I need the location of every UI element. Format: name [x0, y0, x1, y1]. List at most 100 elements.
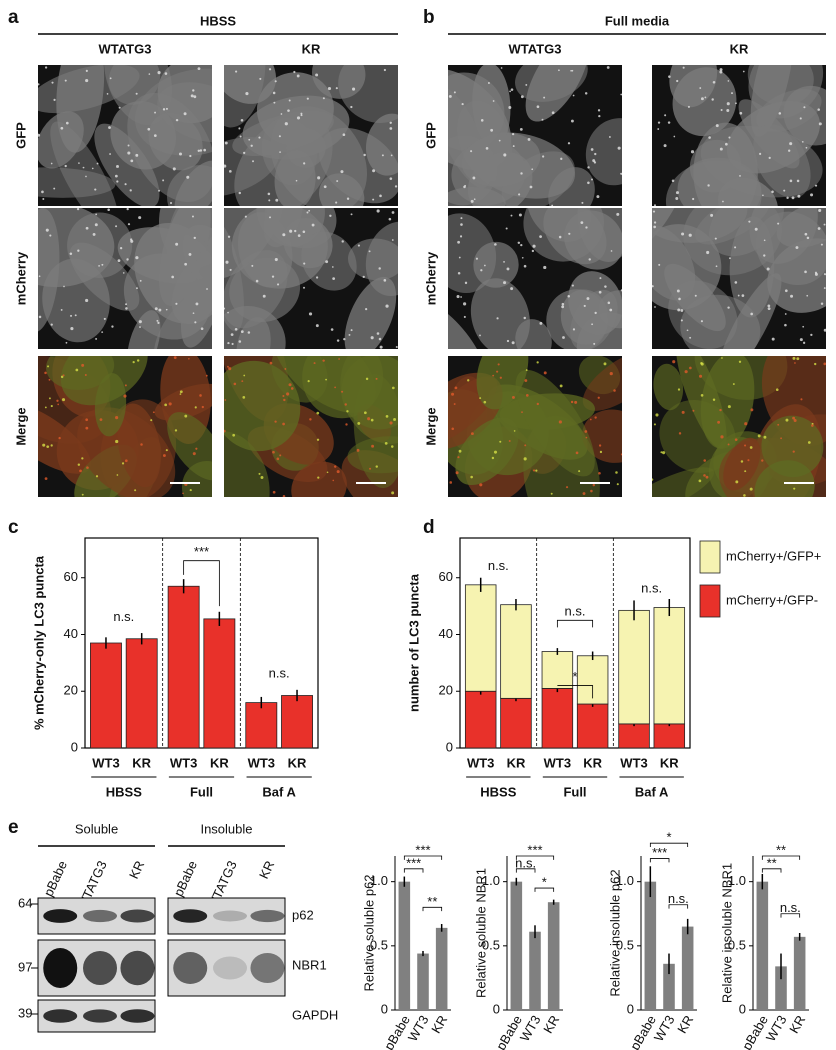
cell — [523, 208, 604, 262]
puncta — [303, 286, 306, 289]
puncta — [451, 392, 455, 396]
plot-frame — [459, 537, 691, 749]
bar-segment — [464, 690, 497, 749]
blot-band — [120, 950, 155, 986]
puncta — [293, 70, 296, 74]
puncta — [341, 390, 344, 393]
puncta — [511, 341, 515, 345]
cell — [470, 278, 530, 349]
puncta — [272, 91, 276, 95]
cell — [568, 271, 622, 336]
puncta — [558, 420, 562, 424]
puncta — [654, 306, 656, 308]
blot-band — [213, 956, 248, 980]
significance-label: *** — [527, 842, 542, 857]
cell — [104, 65, 172, 126]
puncta — [139, 279, 142, 282]
cell — [476, 356, 529, 410]
puncta — [796, 357, 800, 361]
puncta — [138, 320, 142, 324]
puncta — [480, 119, 484, 122]
puncta — [700, 394, 704, 397]
puncta — [823, 273, 826, 276]
puncta — [497, 363, 500, 366]
row-label: Merge — [13, 407, 28, 445]
puncta — [574, 400, 578, 404]
lane-label: pBabe — [171, 858, 200, 898]
group-label: Baf A — [262, 784, 296, 799]
puncta — [500, 67, 503, 69]
puncta — [512, 145, 515, 148]
puncta — [719, 70, 723, 74]
puncta — [518, 213, 522, 217]
cell — [718, 273, 782, 349]
blot-band — [213, 910, 248, 922]
puncta — [789, 142, 793, 146]
puncta — [101, 331, 104, 334]
puncta — [487, 82, 490, 84]
puncta — [79, 469, 82, 473]
puncta — [203, 148, 206, 152]
puncta — [124, 459, 128, 463]
puncta — [390, 154, 393, 157]
puncta — [273, 101, 276, 104]
cell — [582, 409, 622, 463]
puncta — [744, 470, 747, 473]
blot-band — [173, 952, 208, 984]
puncta — [162, 454, 166, 457]
puncta — [747, 459, 750, 462]
puncta — [698, 479, 702, 483]
fraction-label: Insoluble — [200, 821, 252, 836]
puncta — [338, 358, 340, 360]
bar-segment — [618, 609, 650, 725]
puncta — [56, 399, 59, 402]
puncta — [260, 476, 264, 479]
puncta — [451, 427, 455, 431]
puncta — [174, 429, 178, 432]
puncta — [740, 460, 744, 463]
cell — [45, 356, 115, 390]
puncta — [766, 267, 770, 271]
puncta — [372, 198, 375, 201]
puncta — [817, 227, 821, 230]
puncta — [109, 153, 112, 155]
puncta — [734, 246, 737, 249]
puncta — [323, 185, 327, 189]
puncta — [190, 94, 194, 98]
puncta — [41, 190, 44, 194]
puncta — [491, 456, 495, 460]
puncta — [743, 494, 746, 497]
puncta — [376, 332, 380, 335]
puncta — [53, 98, 56, 101]
puncta — [126, 208, 129, 211]
puncta — [272, 450, 275, 454]
puncta — [182, 492, 184, 495]
bar — [644, 881, 657, 1010]
puncta — [315, 276, 319, 279]
puncta — [282, 422, 285, 426]
significance-bracket — [761, 868, 782, 873]
puncta — [372, 169, 376, 173]
protein-label: NBR1 — [292, 957, 327, 972]
puncta — [806, 236, 810, 240]
puncta — [517, 241, 521, 245]
puncta — [302, 230, 306, 234]
puncta — [792, 416, 796, 420]
puncta — [235, 70, 238, 73]
puncta — [186, 175, 190, 179]
puncta — [804, 232, 808, 236]
puncta — [122, 272, 125, 274]
puncta — [503, 260, 505, 263]
puncta — [244, 215, 247, 218]
puncta — [125, 307, 128, 310]
puncta — [585, 436, 588, 439]
puncta — [777, 222, 780, 225]
puncta — [147, 127, 151, 131]
micrograph — [448, 356, 622, 497]
x-tick-label: KR — [428, 1013, 450, 1036]
micrograph — [224, 356, 398, 497]
puncta — [720, 109, 723, 112]
puncta — [45, 228, 49, 232]
cell — [754, 460, 815, 497]
